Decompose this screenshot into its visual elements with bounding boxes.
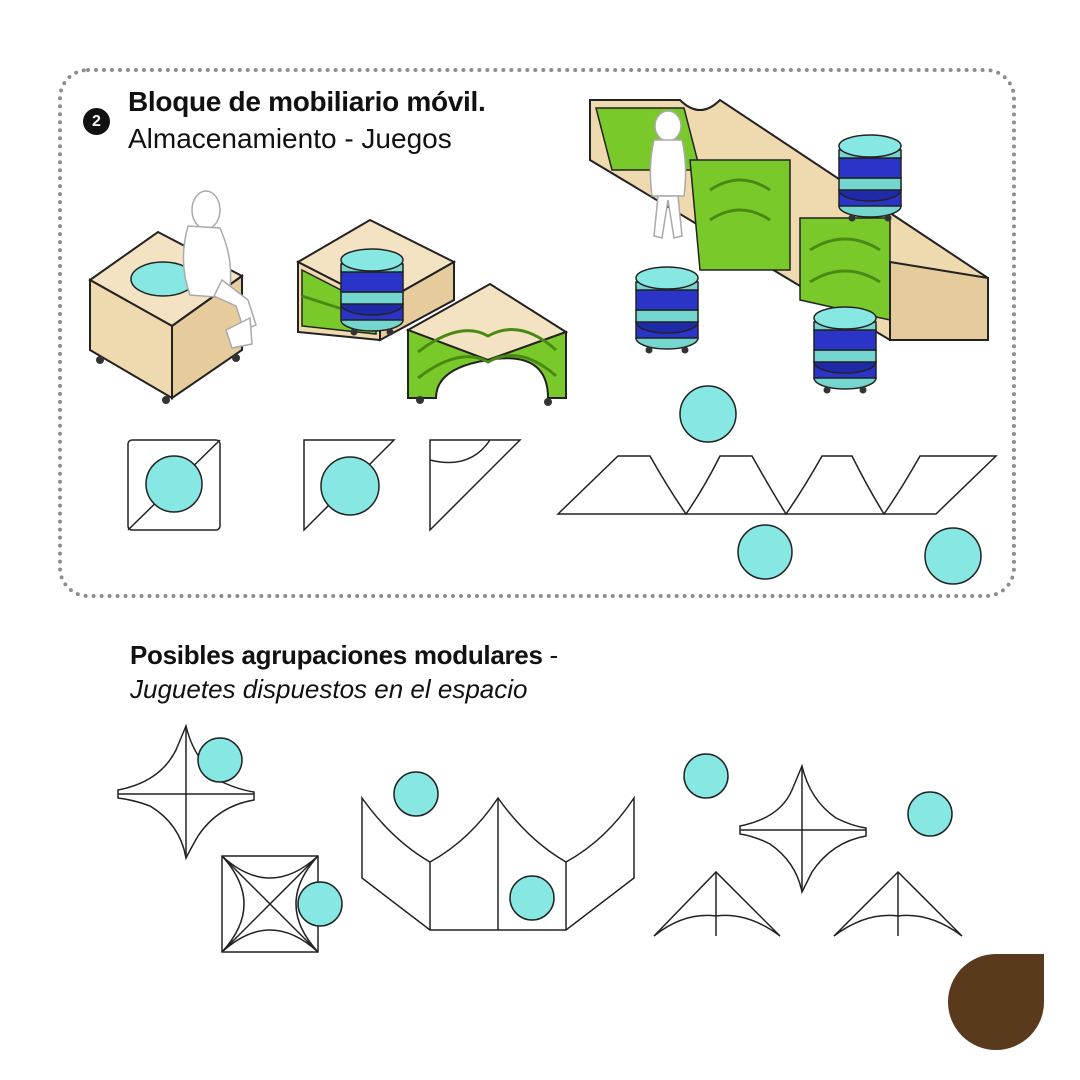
cube-seat-isometric: [88, 190, 257, 404]
grouping-plans: [117, 723, 963, 953]
groupings-separator: -: [542, 640, 559, 670]
cube-plan: [127, 439, 221, 531]
plan-views: [127, 439, 998, 532]
stool-icon: [340, 248, 404, 337]
block-title: Bloque de mobiliario móvil.: [128, 86, 486, 117]
chain-plan: [556, 455, 998, 516]
tent-group-1: [653, 870, 781, 937]
stool-icon: [635, 266, 699, 355]
stool-icon: [838, 134, 902, 223]
child-figure-icon: [182, 190, 257, 349]
cross-group-2: [739, 763, 867, 895]
wave-group: [361, 795, 635, 931]
stool-plan-circles: [145, 385, 982, 585]
cross-group-1: [117, 723, 255, 861]
arched-shelf-plan: [429, 439, 522, 532]
mobile-furniture-panel: [58, 68, 1016, 598]
modular-chain-isometric: [589, 98, 989, 395]
block-subtitle: Almacenamiento - Juegos: [128, 123, 452, 154]
leaf-logo-icon: [948, 954, 1044, 1050]
child-figure-icon: [649, 110, 687, 239]
grouping-stool-circles: [197, 737, 953, 927]
corner-shelf-with-stool-isometric: [295, 218, 457, 342]
groupings-caption: Juguetes dispuestos en el espacio: [130, 674, 528, 704]
stool-icon: [813, 306, 877, 395]
groupings-title-text: Posibles agrupaciones modulares: [130, 640, 543, 670]
arched-shelf-isometric: [405, 282, 569, 406]
block-number-badge: 2: [83, 108, 110, 135]
groupings-title: Posibles agrupaciones modulares -: [130, 640, 558, 671]
